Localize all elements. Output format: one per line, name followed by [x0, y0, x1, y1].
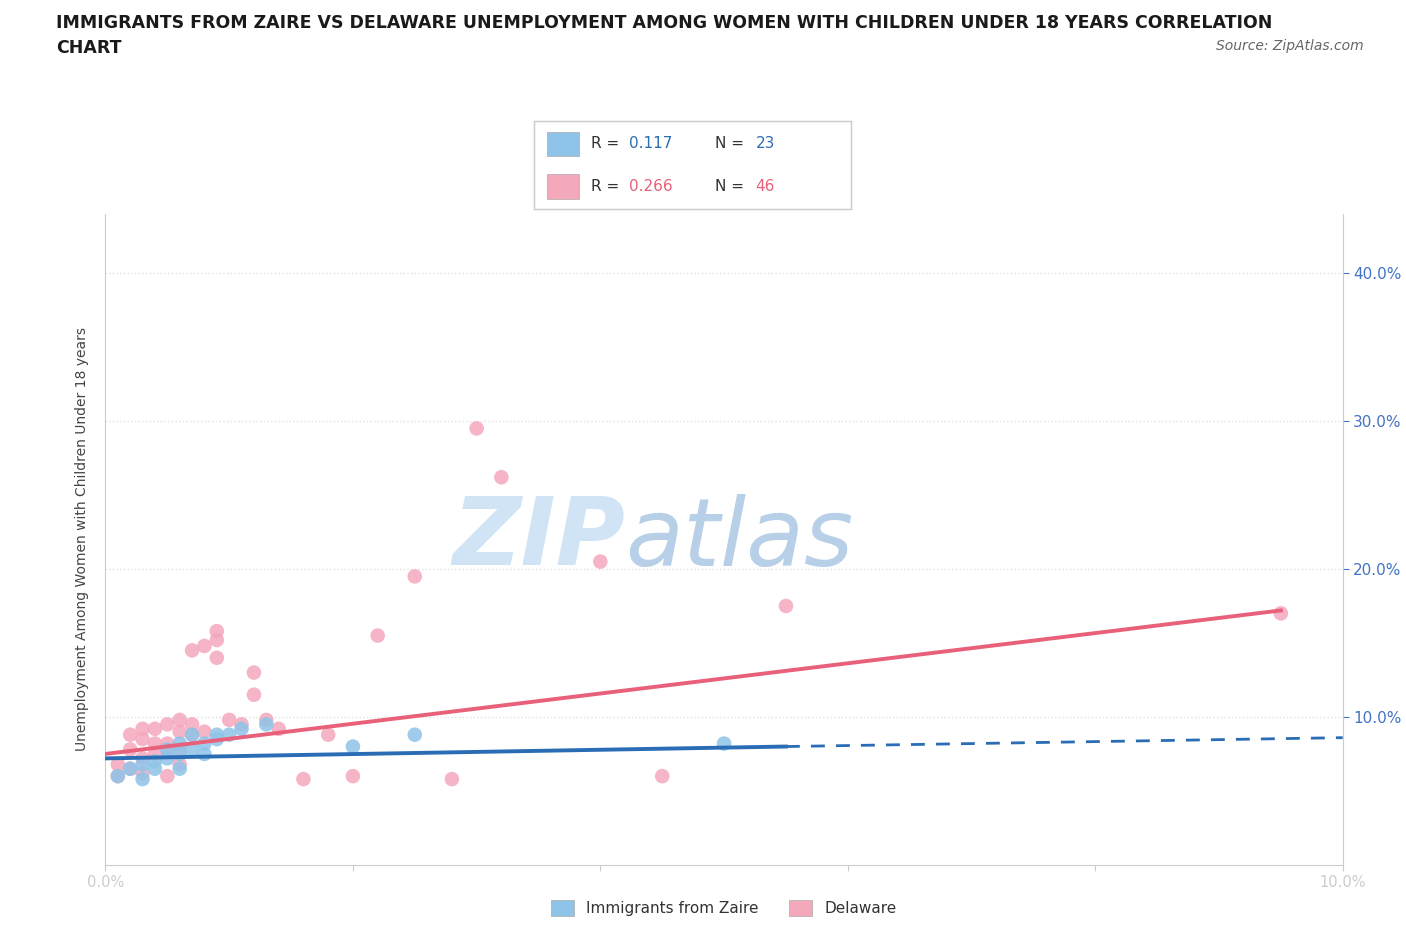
Point: [169, 747, 191, 762]
Text: R =: R =: [591, 179, 624, 193]
Point: [143, 722, 166, 737]
Point: [267, 722, 290, 737]
Point: [181, 727, 204, 742]
Point: [193, 639, 215, 654]
Point: [465, 421, 488, 436]
Point: [254, 717, 277, 732]
Text: IMMIGRANTS FROM ZAIRE VS DELAWARE UNEMPLOYMENT AMONG WOMEN WITH CHILDREN UNDER 1: IMMIGRANTS FROM ZAIRE VS DELAWARE UNEMPL…: [56, 14, 1272, 32]
Point: [169, 724, 191, 739]
Point: [231, 717, 253, 732]
Text: N =: N =: [714, 179, 748, 193]
Point: [193, 747, 215, 762]
Point: [713, 737, 735, 751]
Point: [131, 772, 153, 787]
Text: ZIP: ZIP: [453, 494, 626, 585]
Point: [120, 742, 142, 757]
Point: [120, 762, 142, 777]
Text: 0.266: 0.266: [630, 179, 673, 193]
Text: N =: N =: [714, 137, 748, 152]
Point: [243, 665, 266, 680]
Text: 23: 23: [756, 137, 775, 152]
Point: [243, 687, 266, 702]
Point: [254, 712, 277, 727]
Point: [205, 650, 228, 665]
Point: [181, 643, 204, 658]
Point: [181, 742, 204, 757]
Point: [107, 769, 129, 784]
Point: [143, 737, 166, 751]
Point: [169, 712, 191, 727]
Point: [120, 727, 142, 742]
Point: [120, 762, 142, 777]
Point: [218, 712, 240, 727]
Bar: [547, 174, 579, 199]
Point: [107, 769, 129, 784]
Point: [131, 722, 153, 737]
Point: [589, 554, 612, 569]
Point: [169, 742, 191, 757]
Point: [143, 762, 166, 777]
Text: 46: 46: [756, 179, 775, 193]
Point: [156, 737, 179, 751]
Point: [651, 769, 673, 784]
Point: [491, 470, 513, 485]
Point: [107, 757, 129, 772]
Point: [316, 727, 339, 742]
Text: CHART: CHART: [56, 39, 122, 57]
Point: [131, 732, 153, 747]
Text: atlas: atlas: [626, 494, 853, 585]
Point: [193, 737, 215, 751]
Point: [404, 569, 426, 584]
Point: [440, 772, 463, 787]
Point: [131, 751, 153, 765]
Point: [367, 628, 389, 643]
Text: Source: ZipAtlas.com: Source: ZipAtlas.com: [1216, 39, 1364, 53]
Point: [292, 772, 315, 787]
Point: [193, 724, 215, 739]
Point: [156, 751, 179, 765]
Point: [218, 727, 240, 742]
Bar: [547, 131, 579, 156]
Point: [143, 754, 166, 769]
Point: [131, 765, 153, 780]
Point: [205, 732, 228, 747]
Point: [342, 769, 364, 784]
Point: [156, 742, 179, 757]
Point: [181, 727, 204, 742]
Point: [169, 762, 191, 777]
Point: [156, 769, 179, 784]
Point: [342, 739, 364, 754]
Text: R =: R =: [591, 137, 624, 152]
Point: [404, 727, 426, 742]
Point: [231, 722, 253, 737]
Point: [205, 624, 228, 639]
Text: 0.117: 0.117: [630, 137, 672, 152]
Point: [205, 632, 228, 647]
Point: [156, 742, 179, 757]
Point: [169, 757, 191, 772]
Point: [169, 737, 191, 751]
Point: [205, 727, 228, 742]
Point: [775, 599, 797, 614]
Legend: Immigrants from Zaire, Delaware: Immigrants from Zaire, Delaware: [546, 894, 903, 923]
Point: [181, 717, 204, 732]
Point: [131, 757, 153, 772]
Point: [1270, 606, 1292, 621]
Point: [143, 747, 166, 762]
Y-axis label: Unemployment Among Women with Children Under 18 years: Unemployment Among Women with Children U…: [76, 327, 90, 751]
Point: [156, 717, 179, 732]
